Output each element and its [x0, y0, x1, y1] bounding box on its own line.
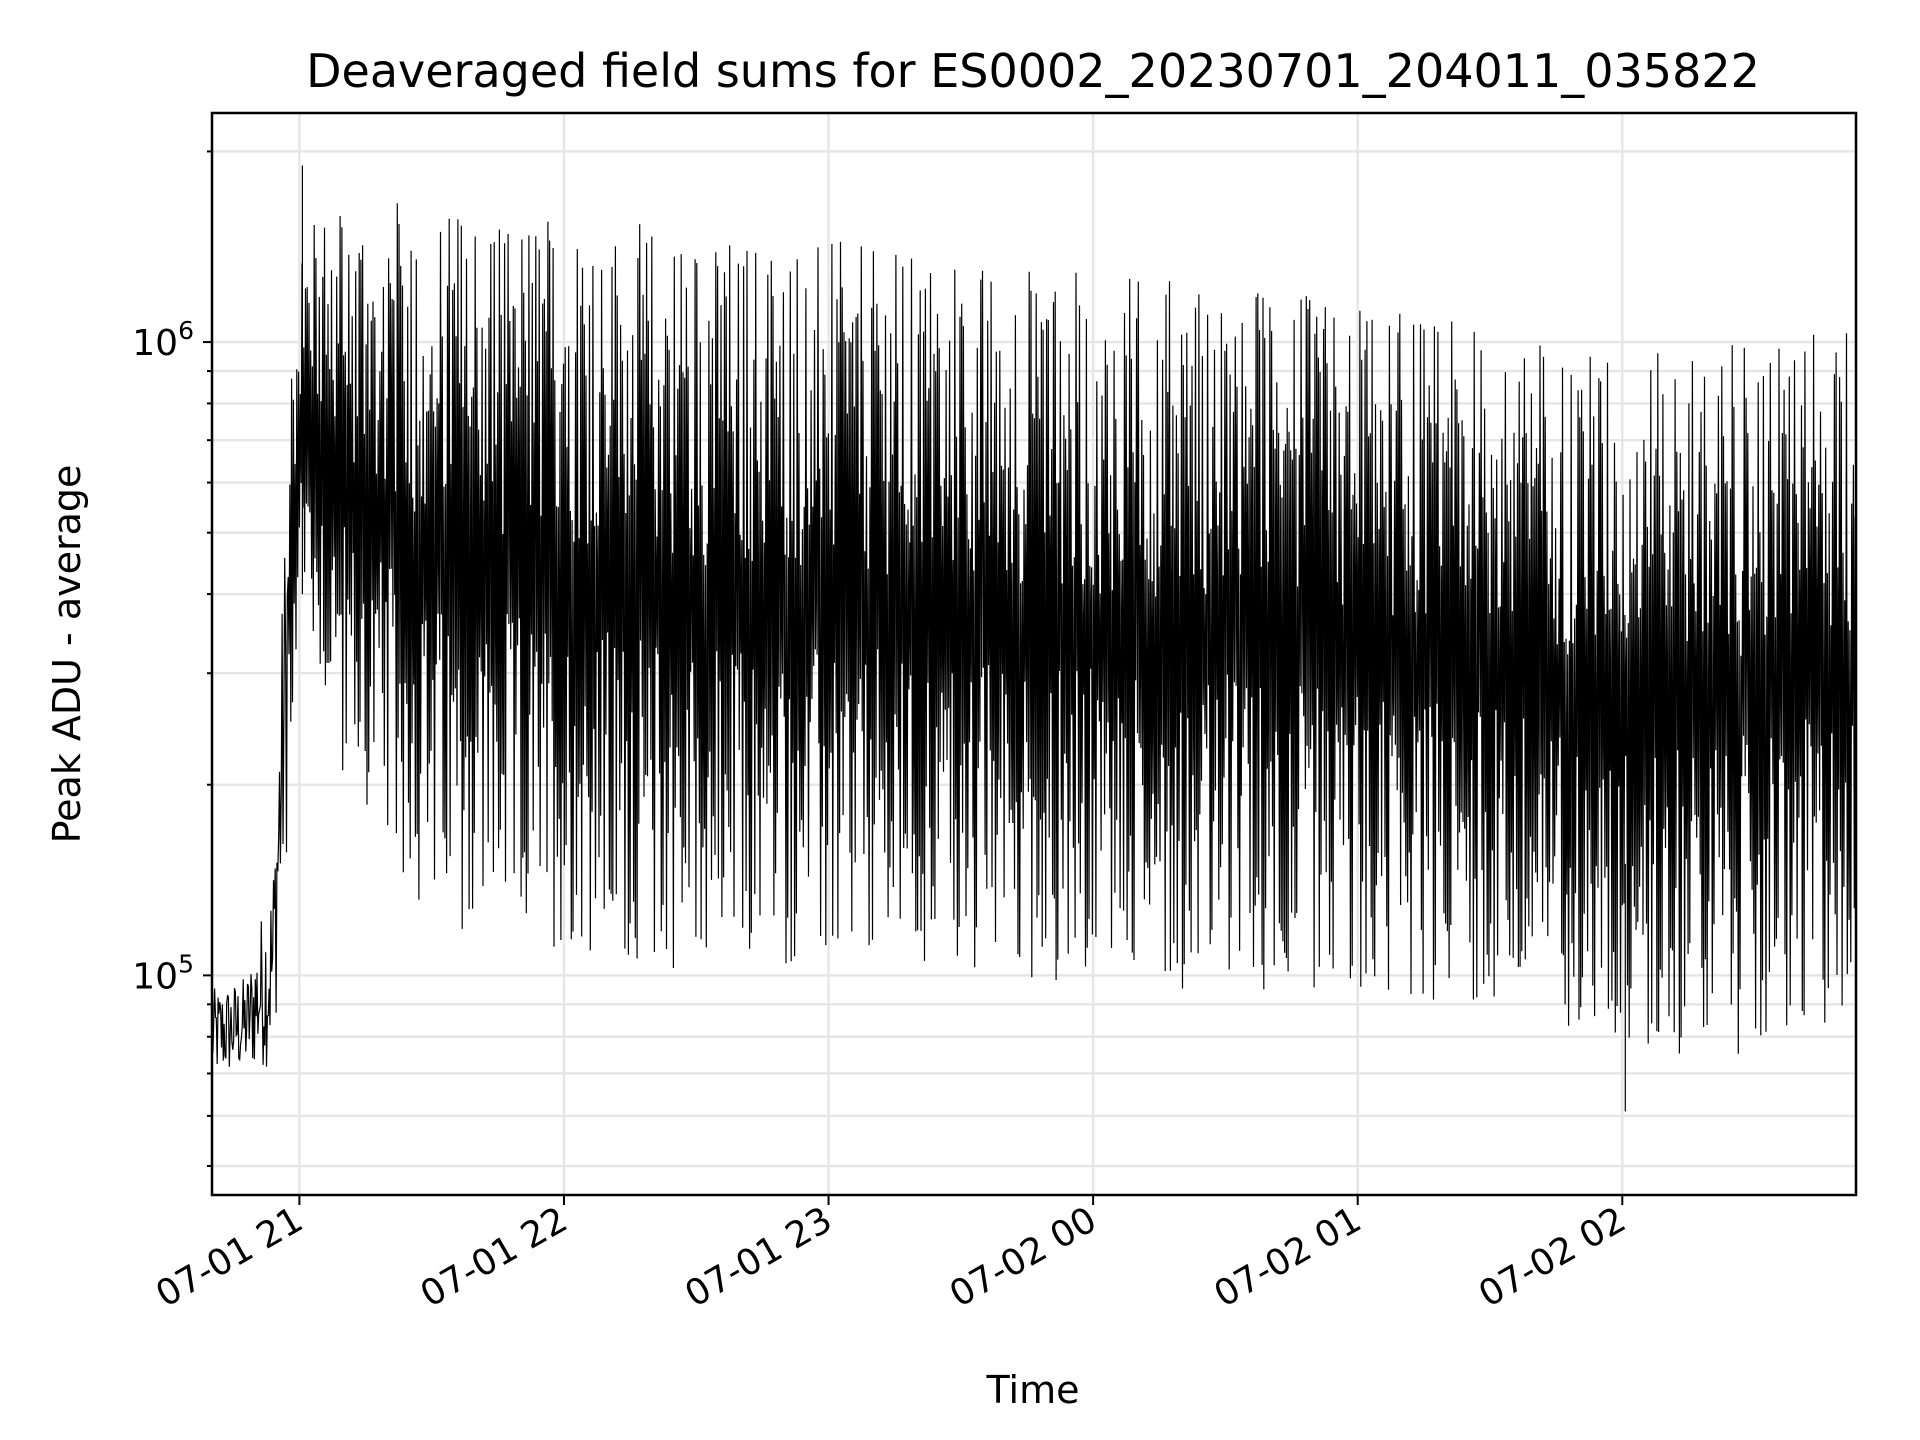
- series-line: [211, 203, 1857, 1067]
- chart-title: Deaveraged field sums for ES0002_2023070…: [306, 44, 1760, 98]
- x-tick-label: 07-01 22: [414, 1199, 575, 1315]
- y-tick-label: 105: [132, 949, 194, 997]
- plot-frame: [210, 111, 1858, 1197]
- series-layer: [211, 165, 1857, 1112]
- x-tick-label: 07-02 02: [1472, 1199, 1633, 1315]
- y-tick-label: 106: [132, 316, 194, 364]
- x-axis: 07-01 21 07-01 22 07-01 23 07-02 00 07-02 01…: [149, 1195, 1633, 1316]
- x-tick-label: 07-02 01: [1208, 1199, 1369, 1315]
- y-axis: 105 106: [132, 150, 212, 1168]
- x-tick-label: 07-01 21: [149, 1199, 310, 1315]
- x-tick-label: 07-01 23: [678, 1199, 839, 1315]
- x-tick-label: 07-02 00: [943, 1199, 1104, 1315]
- y-axis-label: Peak ADU - average: [45, 465, 89, 844]
- x-axis-label: Time: [986, 1368, 1080, 1412]
